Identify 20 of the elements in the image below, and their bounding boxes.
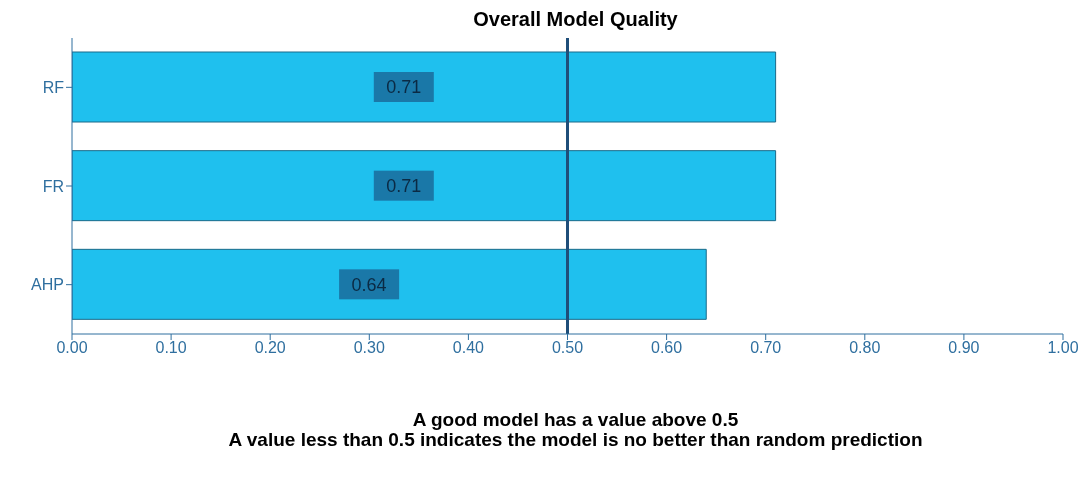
text: A value less than 0.5 indicates the model is no better than random prediction — [227, 429, 924, 450]
chart-title: Overall Model Quality — [472, 8, 679, 32]
x-tick-label: 0.50 — [551, 339, 584, 357]
x-tick-label: 1.00 — [1047, 339, 1079, 357]
x-tick-label: 0.70 — [750, 339, 782, 357]
x-tick-label: 0.30 — [353, 339, 385, 357]
y-tick-label: AHP — [31, 276, 64, 294]
x-tick-label: 0.00 — [56, 339, 88, 357]
x-tick-label: 0.40 — [452, 339, 485, 357]
x-tick-label: 0.90 — [948, 339, 980, 357]
data-label: 0.64 — [351, 274, 387, 295]
x-tick-label: 0.80 — [849, 339, 881, 357]
x-tick-label: 0.60 — [651, 339, 683, 357]
data-label: 0.71 — [386, 175, 422, 196]
y-tick-label: FR — [42, 177, 64, 195]
x-tick-label: 0.20 — [254, 339, 286, 357]
text: A good model has a value above 0.5 — [411, 409, 740, 430]
data-label: 0.71 — [386, 77, 422, 98]
x-tick-label: 0.10 — [155, 339, 187, 357]
y-tick-label: RF — [42, 79, 65, 97]
